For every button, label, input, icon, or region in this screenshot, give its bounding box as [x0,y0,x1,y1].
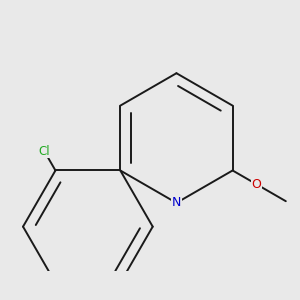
Text: N: N [172,196,181,209]
Text: Cl: Cl [38,145,50,158]
Text: O: O [251,178,261,190]
